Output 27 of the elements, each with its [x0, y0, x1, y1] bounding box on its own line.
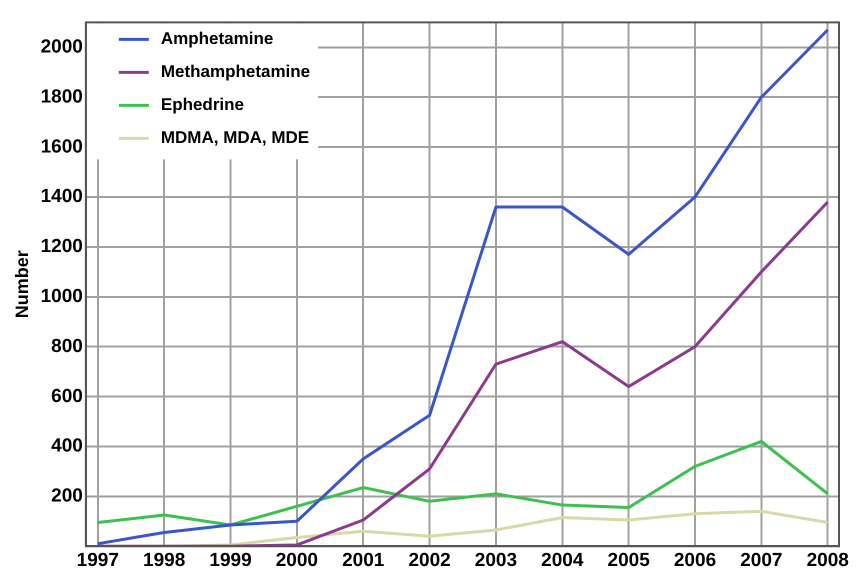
x-tick-label: 2007 [740, 550, 783, 571]
y-tick-label: 400 [51, 436, 83, 457]
x-tick-label: 1998 [143, 550, 186, 571]
x-tick-label: 2005 [608, 550, 650, 571]
legend-label: Ephedrine [160, 95, 244, 114]
y-tick-label: 2000 [40, 36, 83, 58]
y-tick-label: 800 [51, 336, 83, 357]
y-tick-label: 1800 [40, 86, 83, 108]
legend-label: Amphetamine [160, 29, 274, 48]
y-tick-label: 1400 [40, 186, 83, 208]
x-tick-label: 2002 [408, 550, 451, 571]
y-tick-label: 1200 [40, 236, 83, 258]
y-axis-title: Number [12, 250, 32, 318]
x-tick-label: 2008 [806, 550, 849, 571]
x-tick-label: 2003 [474, 550, 518, 571]
x-tick-label: 2006 [674, 550, 716, 571]
legend-label: MDMA, MDA, MDE [160, 128, 310, 148]
x-tick-label: 2004 [541, 550, 584, 571]
legend-label: Methamphetamine [160, 62, 310, 82]
x-tick-label: 1999 [209, 550, 252, 571]
y-tick-label: 600 [51, 386, 83, 407]
y-tick-label: 1600 [40, 136, 83, 158]
y-tick-label: 200 [51, 486, 83, 507]
x-tick-label: 2000 [276, 550, 318, 571]
x-tick-label: 1997 [76, 550, 119, 571]
x-tick-label: 2001 [342, 550, 385, 571]
y-tick-label: 1000 [40, 286, 83, 308]
